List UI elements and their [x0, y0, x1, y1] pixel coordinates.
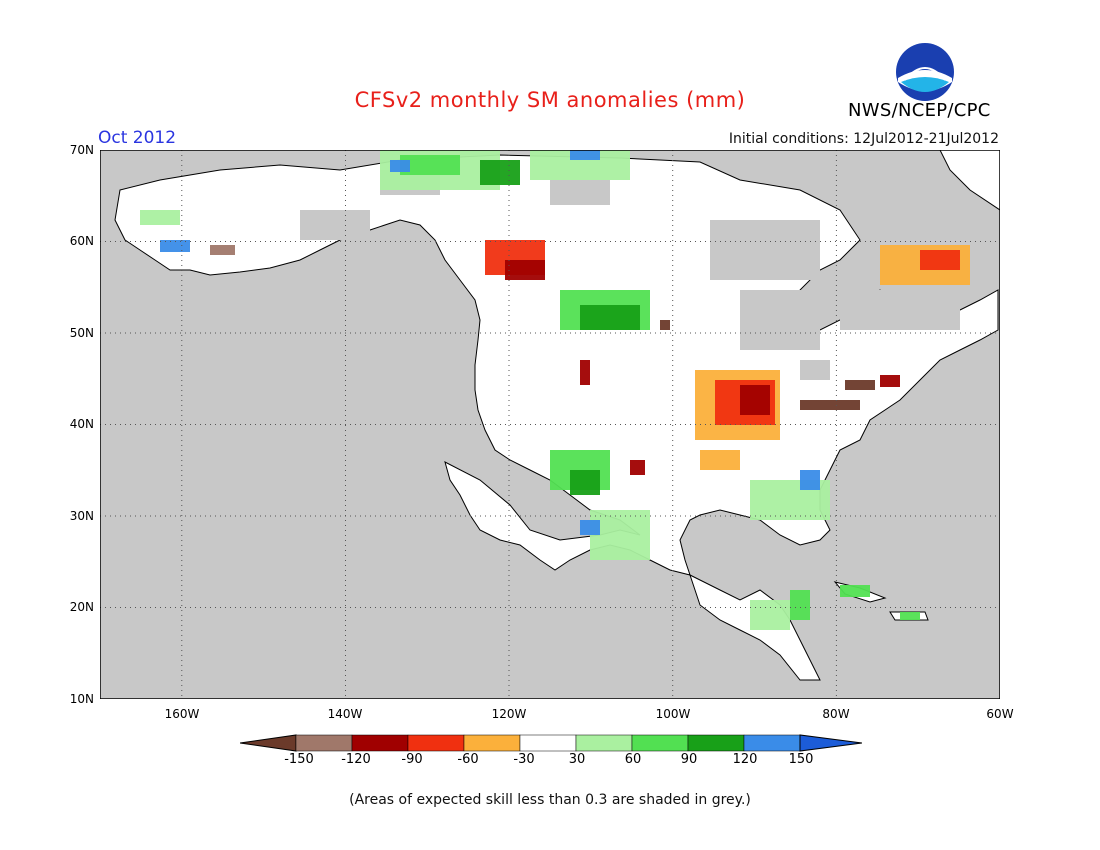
anomaly-cell	[800, 470, 820, 490]
anomaly-cell	[750, 600, 790, 630]
anomaly-cell	[920, 250, 960, 270]
lat-label: 60N	[69, 234, 94, 248]
lat-label: 40N	[69, 417, 94, 431]
anomaly-cell	[505, 260, 545, 280]
lon-label: 60W	[986, 707, 1014, 721]
legend-swatch	[407, 734, 465, 752]
anomaly-cell	[630, 460, 645, 475]
legend-label: -150	[284, 752, 314, 767]
legend-swatch	[295, 734, 353, 752]
legend-swatch	[687, 734, 745, 752]
anomaly-cell	[880, 375, 900, 387]
anomaly-cell	[660, 320, 670, 330]
anomaly-cell	[400, 155, 460, 175]
lat-label: 70N	[69, 143, 94, 157]
anomaly-cell	[580, 360, 590, 385]
legend-swatch	[519, 734, 577, 752]
legend-swatch	[240, 734, 297, 752]
noaa-logo	[896, 43, 954, 101]
lon-label: 80W	[822, 707, 850, 721]
soil-moisture-map	[100, 150, 1000, 699]
anomaly-cell	[700, 450, 740, 470]
legend-label: 90	[680, 752, 698, 767]
legend-swatch	[575, 734, 633, 752]
anomaly-cell	[840, 585, 870, 597]
anomaly-cell	[800, 400, 860, 410]
anomaly-cells	[140, 150, 970, 630]
legend-label: -90	[401, 752, 423, 767]
anomaly-cell	[210, 245, 235, 255]
anomaly-cell	[790, 590, 810, 620]
legend-label: 60	[624, 752, 642, 767]
legend-label: -60	[457, 752, 479, 767]
graticule	[100, 150, 1000, 699]
anomaly-cell	[900, 612, 920, 620]
color-legend	[240, 734, 862, 752]
anomaly-cell	[845, 380, 875, 390]
lon-label: 120W	[491, 707, 527, 721]
lon-label: 140W	[327, 707, 363, 721]
lat-label: 30N	[69, 509, 94, 523]
anomaly-cell	[390, 160, 410, 172]
initial-conditions-label: Initial conditions: 12Jul2012-21Jul2012	[728, 131, 999, 147]
map-title: CFSv2 monthly SM anomalies (mm)	[354, 88, 746, 112]
lon-label: 160W	[164, 707, 200, 721]
anomaly-cell	[580, 520, 600, 535]
legend-swatch	[743, 734, 801, 752]
legend-swatch	[631, 734, 689, 752]
valid-month-label: Oct 2012	[98, 128, 177, 148]
legend-swatch	[463, 734, 521, 752]
legend-label: 120	[732, 752, 758, 767]
anomaly-cell	[580, 305, 640, 330]
lat-label: 20N	[69, 600, 94, 614]
legend-label: -120	[341, 752, 371, 767]
lat-label: 10N	[69, 692, 94, 706]
legend-swatch	[799, 734, 862, 752]
legend-label: 30	[568, 752, 586, 767]
lat-label: 50N	[69, 326, 94, 340]
anomaly-cell	[480, 160, 520, 185]
legend-swatch	[351, 734, 409, 752]
footnote: (Areas of expected skill less than 0.3 a…	[349, 792, 751, 808]
anomaly-cell	[570, 470, 600, 495]
anomaly-cell	[740, 385, 770, 415]
legend-label: 150	[788, 752, 814, 767]
anomaly-cell	[140, 210, 180, 225]
agency-label: NWS/NCEP/CPC	[848, 100, 991, 121]
lon-label: 100W	[655, 707, 691, 721]
anomaly-cell	[570, 150, 600, 160]
legend-label: -30	[513, 752, 535, 767]
anomaly-cell	[160, 240, 190, 252]
